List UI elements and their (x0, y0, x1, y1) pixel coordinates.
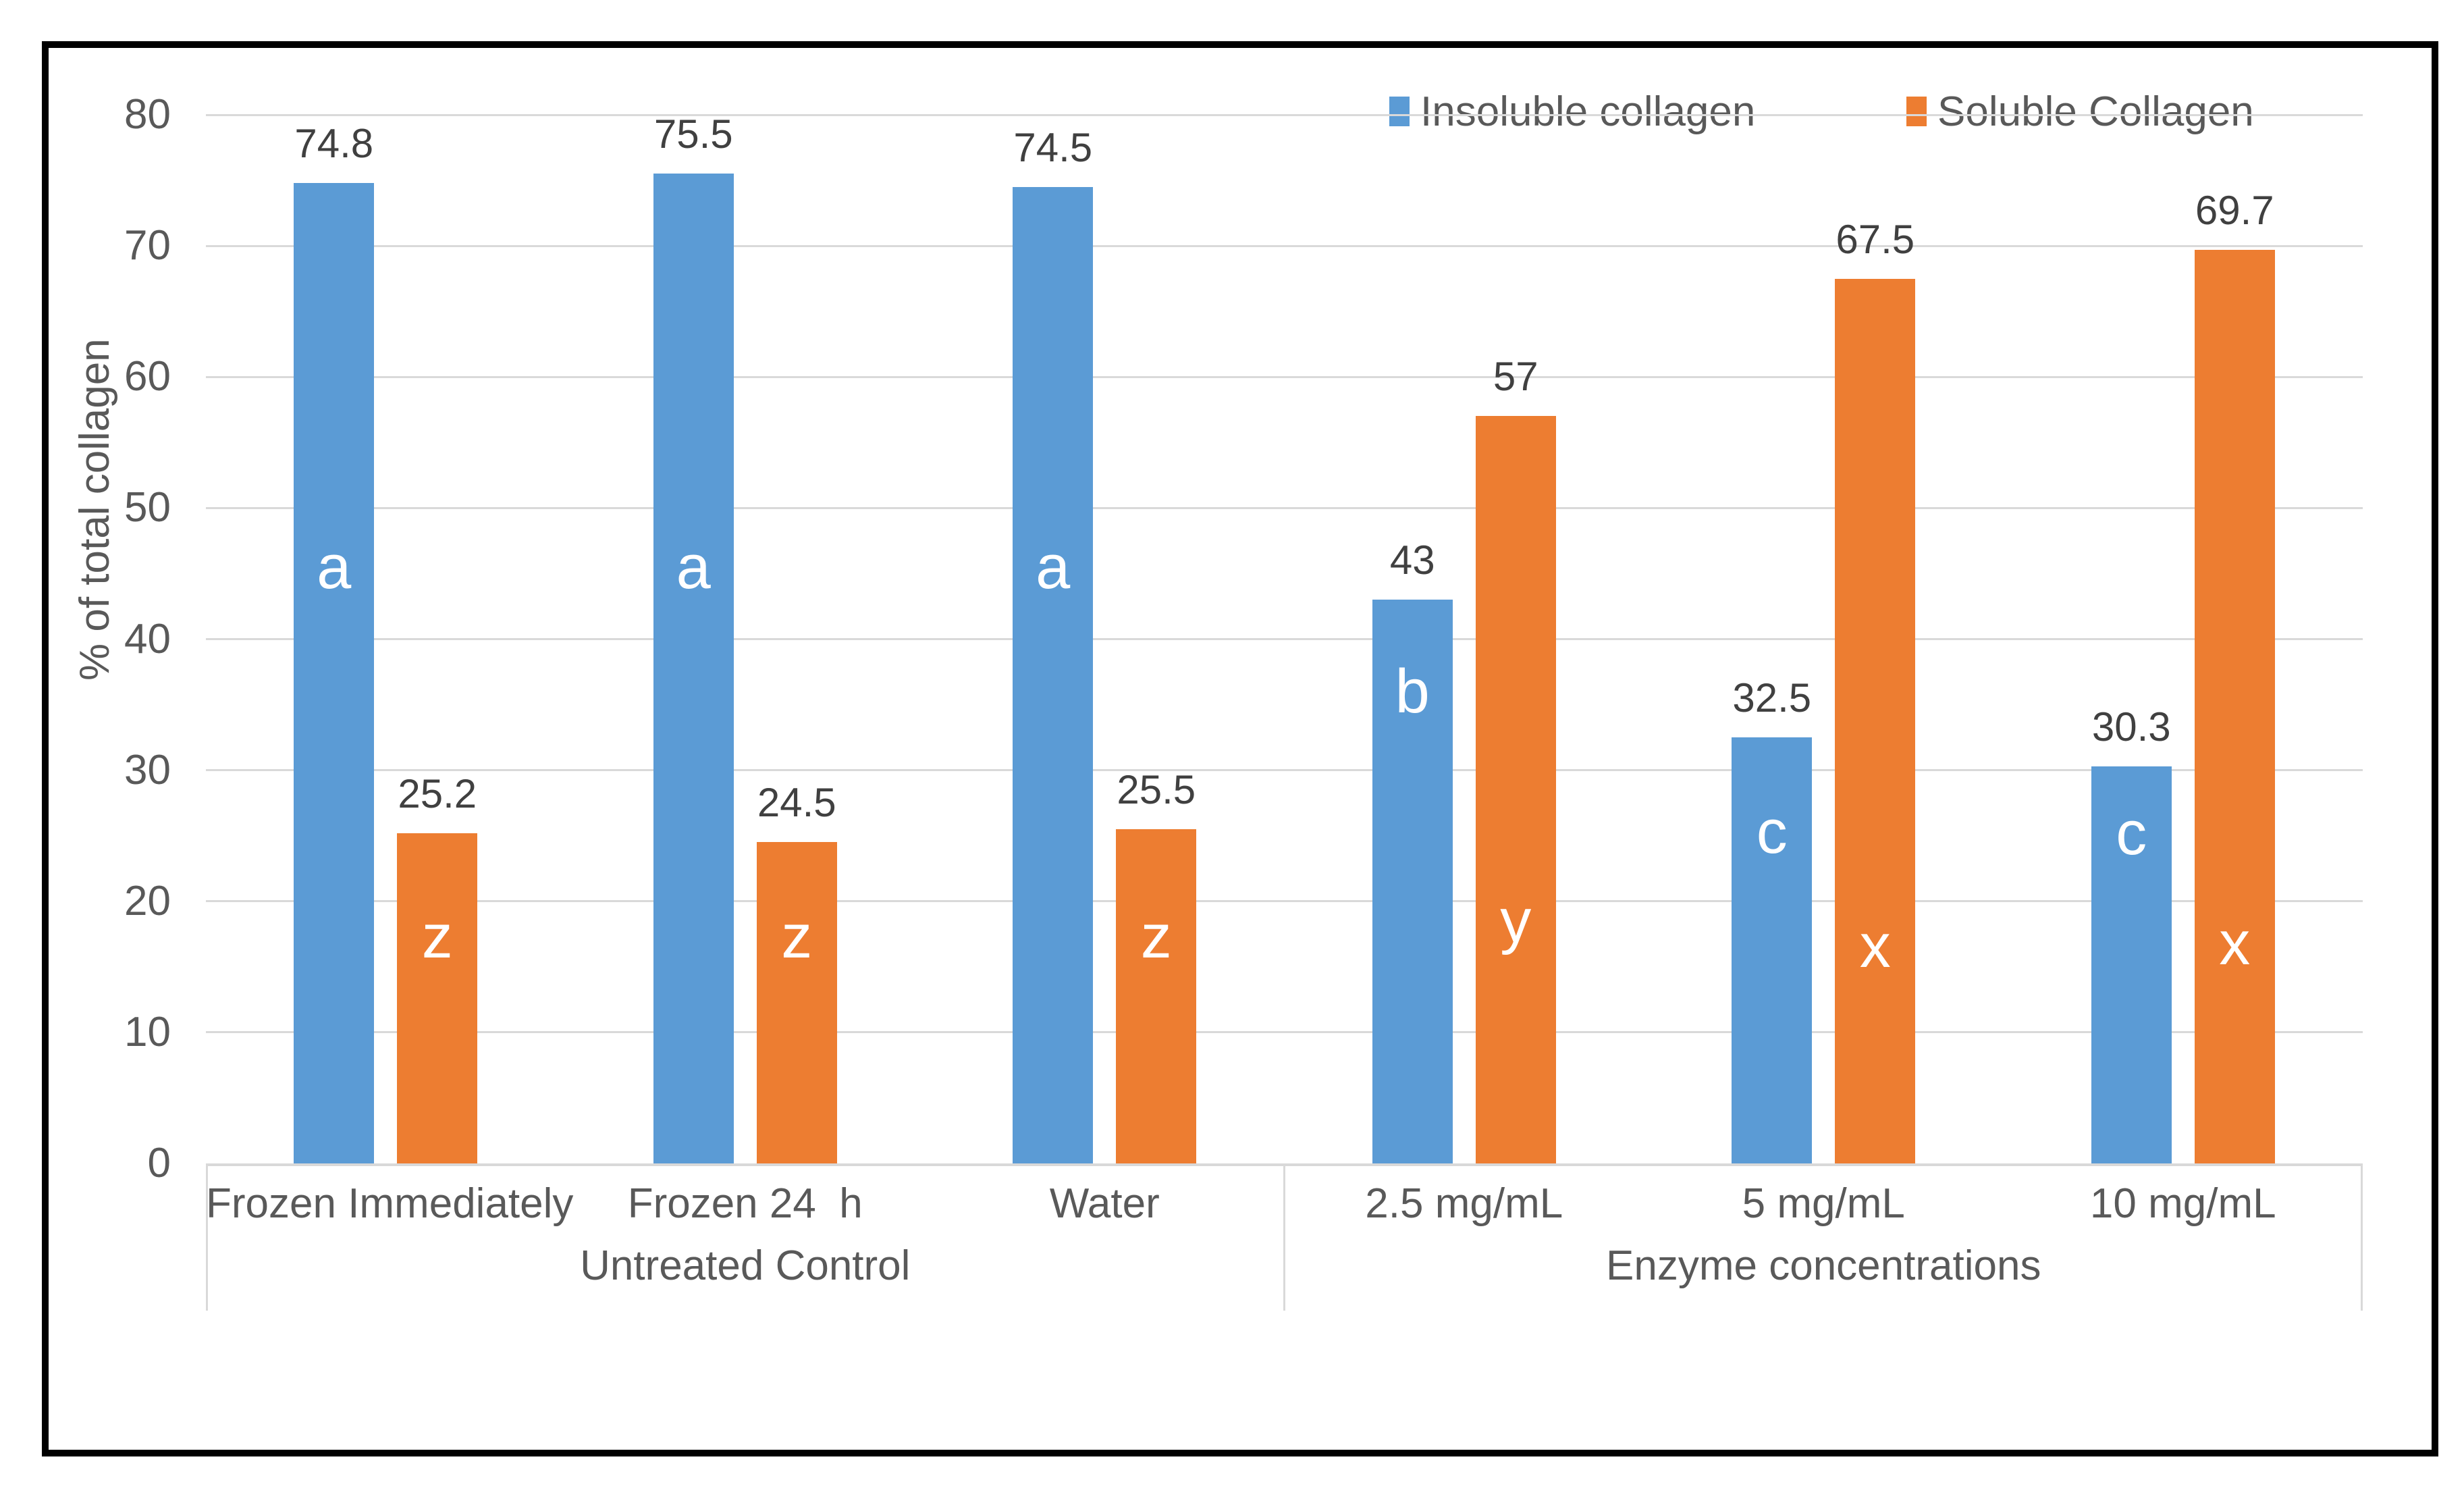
bar-significance-letter: y (1500, 886, 1532, 955)
legend-label-soluble: Soluble Collagen (1937, 88, 2254, 135)
bar-significance-letter: z (421, 902, 453, 972)
gridline-20 (206, 900, 2363, 903)
y-axis-tick-label-70: 70 (124, 222, 171, 269)
bar-soluble-4: y (1475, 416, 1556, 1163)
bar-significance-letter: z (781, 902, 813, 972)
legend-swatch-soluble-icon (1906, 97, 1927, 126)
chart-frame: Insoluble collagen Soluble Collagen % of… (42, 41, 2438, 1456)
category-label-3: Water (1049, 1180, 1160, 1227)
bar-soluble-5: x (1835, 278, 1916, 1163)
y-axis-tick-label-30: 30 (124, 746, 171, 793)
gridline-70 (206, 244, 2363, 247)
bar-significance-letter: b (1395, 657, 1430, 727)
bar-significance-letter: x (2219, 908, 2251, 978)
bar-significance-letter: c (1756, 797, 1788, 866)
gridline-60 (206, 375, 2363, 378)
category-label-5: 5 mg/mL (1742, 1180, 1905, 1227)
category-divider-2 (1283, 1166, 1285, 1311)
category-axis: Frozen Immediately Frozen 24 h Water 2.5 mg… (206, 1163, 2363, 1311)
gridline-80 (206, 113, 2363, 116)
bar-value-label: 57 (1493, 354, 1538, 400)
bar-significance-letter: a (317, 532, 352, 602)
y-axis-tick-label-20: 20 (124, 877, 171, 924)
bar-soluble-3: z (1116, 829, 1197, 1163)
group-label-1: Untreated Control (580, 1242, 911, 1289)
bar-value-label: 75.5 (653, 111, 733, 157)
y-axis-tick-label-40: 40 (124, 615, 171, 662)
y-axis-tick-label-60: 60 (124, 353, 171, 400)
y-axis-tick-label-10: 10 (124, 1008, 171, 1055)
category-divider-1 (206, 1166, 208, 1311)
bar-soluble-2: z (756, 842, 837, 1163)
y-axis-tick-label-50: 50 (124, 484, 171, 531)
bar-significance-letter: z (1140, 902, 1172, 972)
bar-value-label: 43 (1389, 537, 1435, 583)
bar-value-label: 30.3 (2091, 704, 2171, 750)
category-label-4: 2.5 mg/mL (1365, 1180, 1563, 1227)
y-axis-tick-label-0: 0 (147, 1140, 171, 1186)
group-label-2: Enzyme concentrations (1606, 1242, 2041, 1289)
gridline-10 (206, 1031, 2363, 1034)
bar-value-label: 24.5 (757, 780, 836, 826)
bar-insoluble-6: c (2091, 766, 2172, 1163)
bar-value-label: 74.8 (294, 120, 374, 166)
bar-insoluble-4: b (1372, 600, 1453, 1163)
bar-insoluble-3: a (1013, 186, 1094, 1163)
bar-significance-letter: a (676, 532, 711, 602)
gridline-40 (206, 638, 2363, 640)
bar-value-label: 25.2 (398, 770, 477, 816)
gridline-50 (206, 506, 2363, 509)
bar-insoluble-2: a (653, 174, 734, 1163)
bar-significance-letter: c (2116, 798, 2147, 868)
y-axis-tick-label-80: 80 (124, 91, 171, 138)
legend-swatch-insoluble-icon (1389, 97, 1410, 126)
bar-significance-letter: a (1036, 532, 1071, 602)
bar-soluble-6: x (2194, 249, 2275, 1163)
category-label-2: Frozen 24 h (627, 1180, 863, 1227)
bar-insoluble-5: c (1732, 737, 1813, 1163)
bar-value-label: 74.5 (1013, 124, 1093, 170)
legend-item-soluble: Soluble Collagen (1906, 84, 2254, 138)
bar-value-label: 69.7 (2195, 187, 2274, 233)
plot-area: a 74.8 z 25.2 a 75.5 z 24.5 a 74.5 z 25.5 b 43 y 57 c 32.… (206, 111, 2363, 1163)
gridline-30 (206, 769, 2363, 772)
bar-soluble-1: z (397, 833, 478, 1163)
bar-insoluble-1: a (294, 182, 375, 1163)
bar-significance-letter: x (1859, 911, 1891, 980)
bar-value-label: 32.5 (1732, 675, 1812, 721)
legend-label-insoluble: Insoluble collagen (1420, 88, 1756, 135)
bar-value-label: 67.5 (1836, 216, 1915, 262)
category-label-1: Frozen Immediately (206, 1180, 574, 1227)
category-divider-3 (2361, 1166, 2363, 1311)
bar-value-label: 25.5 (1117, 766, 1196, 812)
category-label-6: 10 mg/mL (2089, 1180, 2276, 1227)
legend-item-insoluble: Insoluble collagen (1389, 84, 1755, 138)
